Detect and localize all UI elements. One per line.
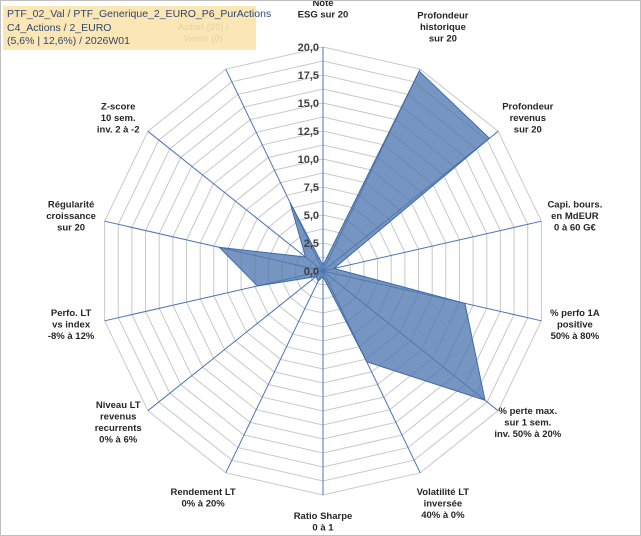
- axis-label-line: % perte max.: [498, 406, 557, 417]
- tick-label: 10,0: [298, 154, 319, 166]
- axis-label-line: Profondeur: [417, 11, 468, 22]
- axis-label: Régularité croissance sur 20: [46, 200, 96, 234]
- tick-label: 0,0: [304, 266, 319, 278]
- portfolio-category: C4_Actions / 2_EURO: [7, 21, 112, 34]
- axis-label-line: Perfo. LT: [51, 308, 92, 319]
- axis-label-line: revenus: [510, 113, 546, 124]
- axis-label-line: Profondeur: [502, 102, 553, 113]
- tick-label: 20,0: [298, 42, 319, 54]
- axis-label-line: inv. 2 à -2: [97, 125, 140, 136]
- axis-label-line: Niveau LT: [96, 400, 141, 411]
- axis-spoke: [225, 270, 324, 474]
- axis-label-line: -8% à 12%: [48, 331, 95, 342]
- axis-label-line: ESG sur 20: [298, 10, 349, 21]
- axis-label-line: sur 20: [514, 125, 542, 136]
- axis-label-line: 40% à 0%: [421, 510, 465, 521]
- axis-label-line: 0% à 20%: [181, 498, 225, 509]
- axis-spoke: [147, 130, 324, 272]
- axis-label-line: inv. 50% à 20%: [494, 429, 561, 440]
- axis-label-line: Régularité: [48, 200, 94, 211]
- axis-label: Niveau LT revenus recurrents 0% à 6%: [95, 400, 142, 446]
- axis-label-line: positive: [557, 320, 593, 331]
- axis-label-line: Volatilité LT: [417, 487, 470, 498]
- series-layer: [217, 70, 491, 401]
- series-area: [217, 70, 491, 401]
- axis-label-line: 50% à 80%: [551, 331, 600, 342]
- tick-label: 5,0: [304, 210, 319, 222]
- axis-label: Capi. bours. en MdEUR 0 à 60 G€: [547, 200, 602, 234]
- axis-label-line: sur 20: [57, 223, 85, 234]
- axis-label: Note ESG sur 20: [298, 1, 349, 21]
- axis-label-line: Z-score: [101, 102, 135, 113]
- tick-label: 2,5: [304, 238, 319, 250]
- axis-label-line: 10 sem.: [101, 113, 136, 124]
- axis-spoke: [322, 220, 542, 272]
- portfolio-title: PTF_02_Val / PTF_Generique_2_EURO_P6_Pur…: [7, 8, 272, 20]
- axis-label: Rendement LT 0% à 20%: [170, 487, 235, 510]
- axis-label-line: sur 1 sem.: [504, 417, 551, 428]
- axis-label-line: recurrents: [95, 423, 142, 434]
- axis-label-line: Ratio Sharpe: [294, 511, 353, 522]
- axis-label-line: Rendement LT: [170, 487, 235, 498]
- axis-label-layer: Note ESG sur 20 Profondeur historique sur 20…: [46, 1, 602, 534]
- axis-label: Profondeur historique sur 20: [417, 11, 468, 45]
- tick-layer: 0,0 2,5 5,0 7,5 10,0 12,5 15,0 17,5 20,0: [298, 42, 319, 278]
- axis-label-line: 0% à 6%: [99, 435, 138, 446]
- axis-label: % perfo 1A positive 50% à 80%: [550, 308, 600, 342]
- axis-label-line: inversée: [424, 498, 463, 509]
- tick-label: 12,5: [298, 126, 319, 138]
- axis-spoke: [147, 270, 324, 412]
- axis-label-line: en MdEUR: [551, 211, 599, 222]
- axis-label-line: vs index: [52, 320, 91, 331]
- axis-label-line: historique: [420, 22, 466, 33]
- portfolio-info-box: PTF_02_Val / PTF_Generique_2_EURO_P6_Pur…: [3, 6, 272, 50]
- portfolio-period: (5,6% | 12,6%) / 2026W01: [7, 35, 130, 47]
- axis-label-line: 0 à 1: [312, 523, 334, 534]
- axis-label-line: Note: [312, 1, 333, 9]
- axis-label: Z-score 10 sem. inv. 2 à -2: [97, 102, 140, 136]
- axis-label: % perte max. sur 1 sem. inv. 50% à 20%: [494, 406, 561, 440]
- tick-label: 7,5: [304, 182, 319, 194]
- axis-label-line: Capi. bours.: [547, 200, 602, 211]
- axis-label-line: 0 à 60 G€: [554, 223, 596, 234]
- axis-label: Perfo. LT vs index -8% à 12%: [48, 308, 95, 342]
- axis-label-line: revenus: [100, 412, 136, 423]
- axis-label: Ratio Sharpe 0 à 1: [294, 511, 353, 534]
- axis-label: Profondeur revenus sur 20: [502, 102, 553, 136]
- axis-label-line: sur 20: [429, 34, 457, 45]
- axis-label-line: % perfo 1A: [550, 308, 600, 319]
- axis-label: Volatilité LT inversée 40% à 0%: [417, 487, 470, 521]
- axis-label-line: croissance: [46, 211, 96, 222]
- tick-label: 17,5: [298, 70, 319, 82]
- tick-label: 15,0: [298, 98, 319, 110]
